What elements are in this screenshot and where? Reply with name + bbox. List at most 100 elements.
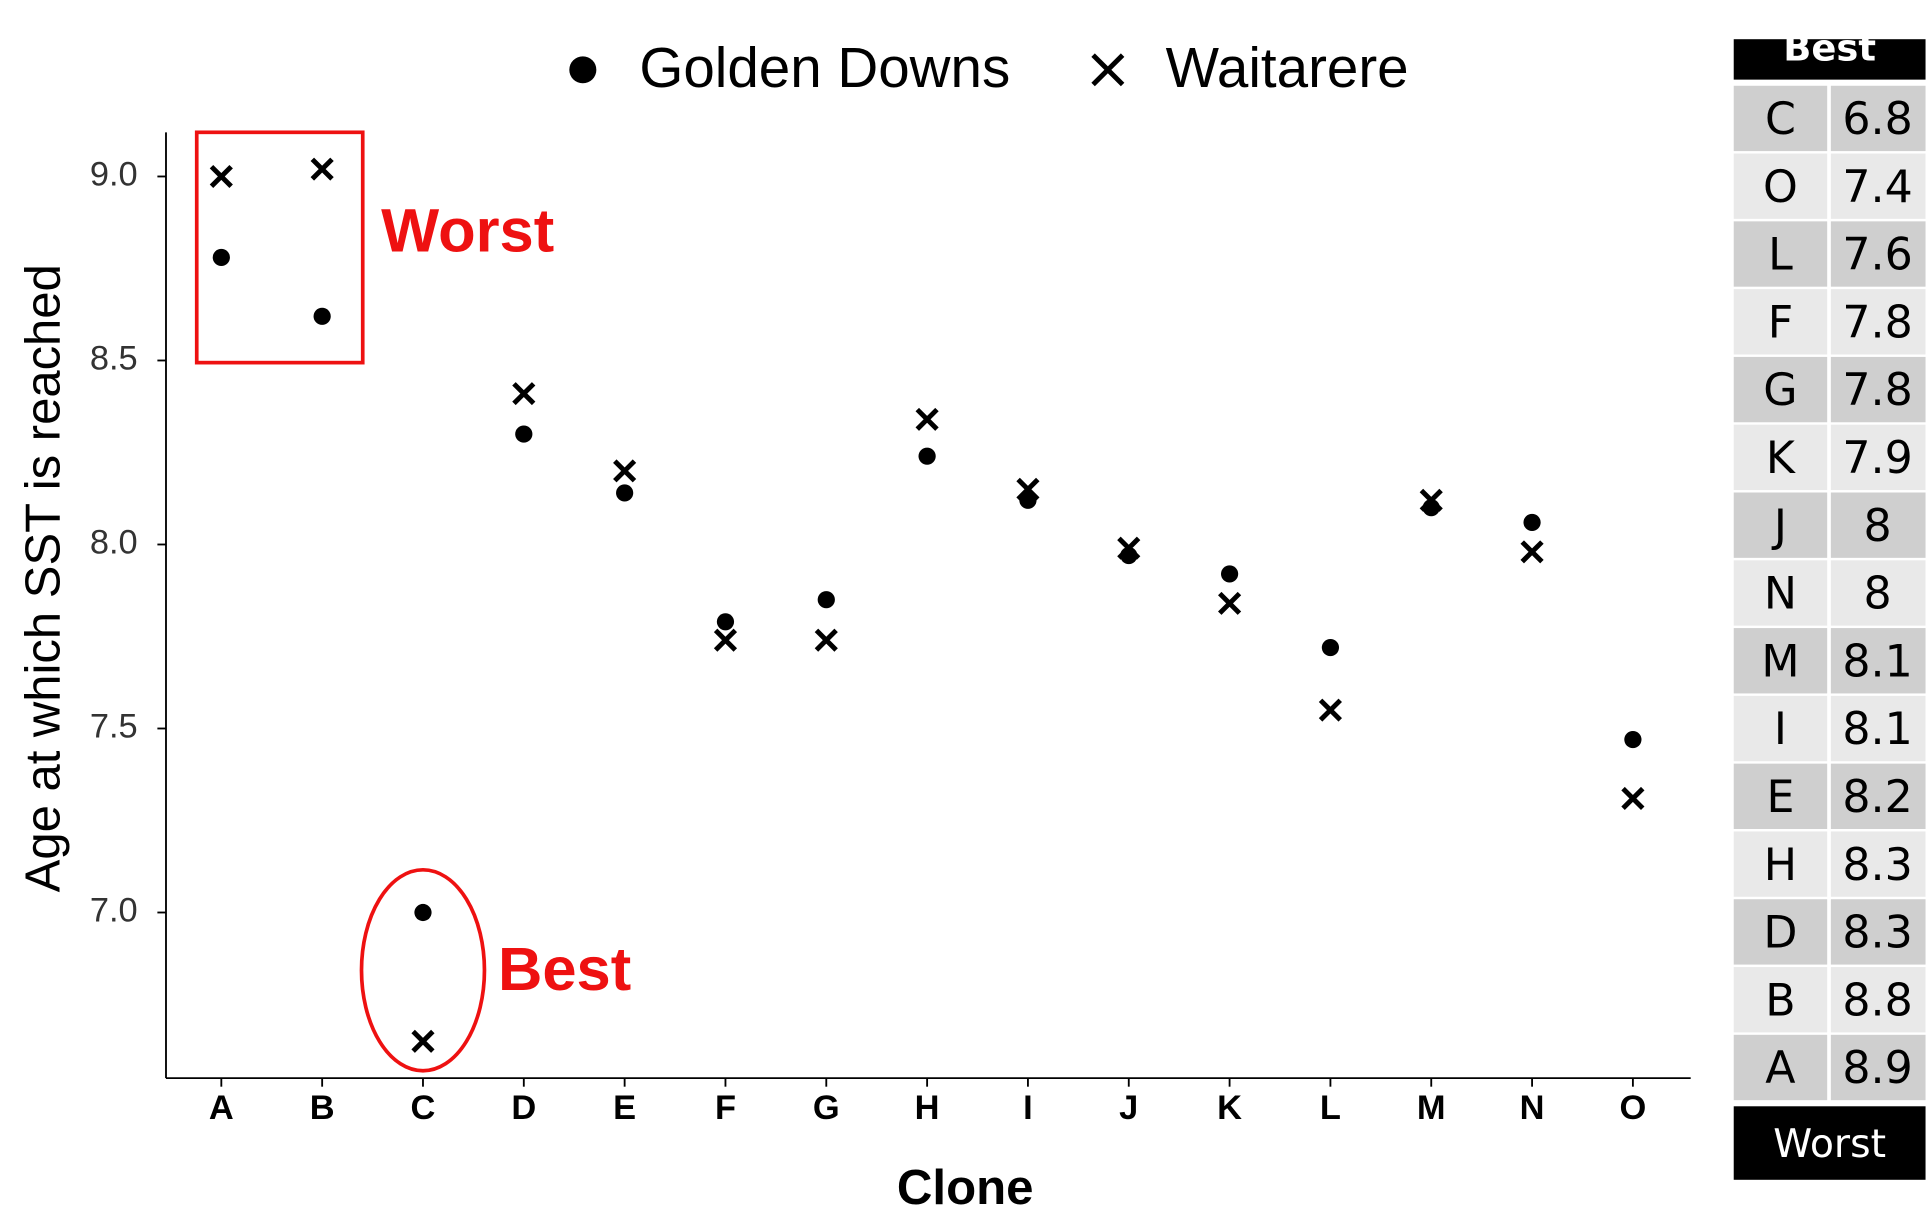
table-footer: Worst: [1773, 1122, 1886, 1167]
table-value: 8.9: [1842, 1043, 1912, 1094]
cross: [613, 459, 637, 483]
y-tick-label: 9.0: [90, 156, 138, 194]
table-cell-bg: [1733, 899, 1828, 965]
table-cell-bg: [1830, 763, 1926, 830]
table-value: 8.2: [1842, 772, 1912, 823]
table-value: 7.9: [1842, 433, 1912, 484]
table-clone: B: [1765, 975, 1795, 1026]
y-tick-label: 8.5: [90, 340, 138, 378]
table-cell-bg: [1733, 695, 1828, 762]
x-tick-label: B: [310, 1089, 335, 1127]
cross: [411, 1029, 435, 1053]
table-value: 7.8: [1842, 365, 1912, 416]
dot: [1624, 730, 1642, 749]
legend-dot: [569, 56, 597, 84]
table-clone: H: [1764, 840, 1797, 891]
table-cell-bg: [1830, 424, 1926, 491]
dot: [414, 903, 432, 922]
y-axis-title: Age at which SST is reached: [17, 264, 71, 892]
table-cell-bg: [1733, 424, 1828, 491]
y-tick-label: 8.0: [90, 524, 138, 562]
table-cell-bg: [1830, 628, 1926, 694]
legend-label: Waitarere: [1166, 36, 1409, 99]
x-tick-label: K: [1217, 1089, 1242, 1127]
x-tick-label: M: [1417, 1089, 1446, 1127]
table-cell-bg: [1733, 831, 1828, 897]
table-header: Best: [1783, 27, 1876, 70]
ranking-table: Best Worst C 6.8 O 7.4 L 7.6 F 7.8 G 7.8 K 7.9 J 8 N 8 M…: [1733, 27, 1926, 1180]
best-ellipse: [359, 868, 487, 1073]
x-tick-label: H: [915, 1089, 940, 1127]
x-tick-label: O: [1620, 1089, 1647, 1127]
table-value: 8.1: [1842, 704, 1912, 755]
table-cell-bg: [1733, 628, 1828, 694]
table-footer-bg: [1733, 1106, 1926, 1180]
cross: [713, 628, 738, 652]
dot: [515, 425, 533, 443]
table-clone: C: [1765, 94, 1796, 145]
table-clone: J: [1771, 501, 1787, 552]
x-tick-label: C: [411, 1089, 436, 1127]
x-tick-label: F: [715, 1089, 736, 1127]
x-tick-label: A: [209, 1089, 234, 1127]
table-clone: K: [1766, 433, 1796, 484]
table-cell-bg: [1830, 289, 1926, 355]
table-clone: D: [1763, 908, 1797, 959]
x-tick-label: N: [1520, 1089, 1545, 1127]
x-tick-label: G: [813, 1089, 840, 1127]
cross: [1117, 536, 1141, 560]
dot: [1321, 638, 1340, 657]
table-clone: M: [1761, 636, 1799, 687]
x-tick-label: D: [511, 1089, 536, 1127]
table-cell-bg: [1733, 1034, 1828, 1101]
dot: [616, 484, 634, 502]
table-cell-bg: [1830, 831, 1926, 897]
cross: [209, 164, 233, 189]
table-cell-bg: [1830, 967, 1926, 1033]
cross: [1520, 540, 1544, 564]
table-value: 8.1: [1842, 636, 1912, 687]
table-clone: O: [1763, 162, 1798, 213]
x-tick-label: I: [1023, 1089, 1033, 1127]
table-cell-bg: [1733, 289, 1828, 355]
x-tick-label: L: [1320, 1089, 1341, 1127]
annotation: Best: [498, 935, 631, 1004]
table-value: 6.8: [1842, 94, 1912, 145]
cross: [310, 157, 334, 181]
dot: [1523, 513, 1541, 531]
dot: [817, 591, 835, 609]
x-tick-label: J: [1119, 1089, 1138, 1127]
dot: [918, 447, 936, 465]
table-value: 8.8: [1842, 975, 1912, 1026]
table-clone: I: [1774, 704, 1787, 755]
table-clone: N: [1764, 569, 1797, 620]
table-value: 7.8: [1842, 298, 1912, 349]
dot: [1220, 565, 1239, 583]
table-value: 7.6: [1842, 230, 1912, 281]
x-tick-label: E: [613, 1089, 636, 1127]
cross: [1016, 477, 1040, 501]
table-clone: G: [1763, 365, 1797, 416]
table-header-bg: [1733, 39, 1926, 80]
table-cell-bg: [1830, 492, 1926, 558]
table-cell-bg: [1830, 153, 1926, 219]
table-value: 8.3: [1842, 840, 1912, 891]
table-value: 7.4: [1842, 162, 1912, 213]
cross: [1318, 698, 1342, 722]
cross: [1218, 591, 1242, 615]
table-cell-bg: [1830, 221, 1926, 287]
table-cell-bg: [1733, 763, 1828, 830]
cross: [915, 407, 939, 431]
cross: [1419, 488, 1443, 512]
table-value: 8: [1864, 501, 1892, 552]
table-cell-bg: [1830, 899, 1926, 965]
worst-box: [194, 130, 365, 365]
y-tick-label: 7.5: [90, 708, 138, 746]
table-cell-bg: [1733, 85, 1828, 152]
dot: [212, 248, 230, 267]
y-tick-label: 7.0: [90, 892, 138, 930]
table-value: 8: [1864, 569, 1892, 620]
cross: [512, 382, 536, 406]
